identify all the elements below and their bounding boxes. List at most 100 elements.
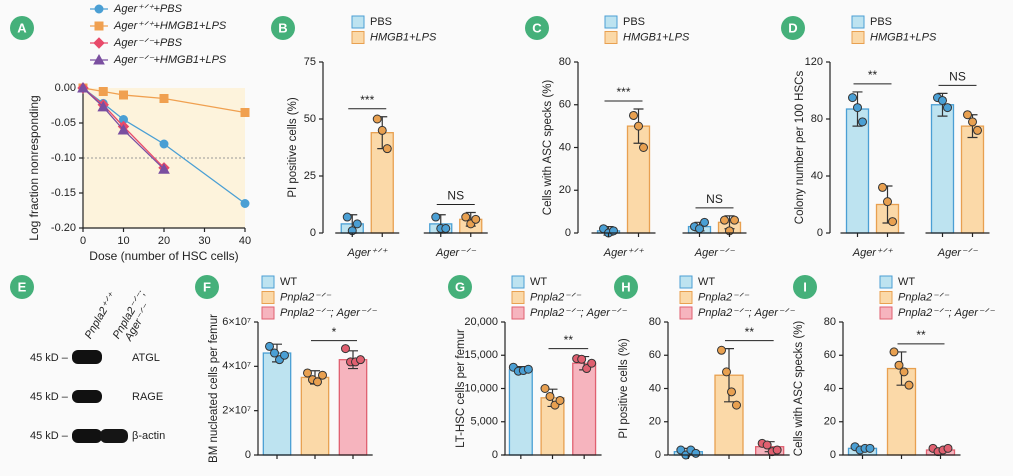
y-tick-label: 60 <box>559 99 571 111</box>
data-point <box>730 215 739 225</box>
protein: ATGL <box>132 352 160 364</box>
data-point <box>609 226 618 236</box>
mw-marker: 45 kD – <box>30 352 69 364</box>
panel-badge <box>793 275 817 299</box>
legend-label: Pnpla2⁻ᐟ⁻; Ager⁻ᐟ⁻ <box>530 307 627 319</box>
legend-swatch <box>879 275 893 289</box>
x-tick-label: Ager⁻ᐟ⁻ <box>694 247 736 259</box>
data-point <box>377 125 387 135</box>
y-tick-label: 40 <box>811 170 823 182</box>
marker <box>98 87 108 96</box>
legend-swatch <box>261 275 275 289</box>
panel-letter: A <box>17 20 27 35</box>
y-axis-label: Cells with ASC specks (%) <box>542 80 554 216</box>
data-point <box>540 384 550 393</box>
significance-label: * <box>332 325 337 339</box>
data-point <box>883 197 892 207</box>
data-point <box>545 391 555 401</box>
x-tick-label: 0 <box>80 235 86 247</box>
data-point <box>639 143 648 152</box>
data-point <box>523 364 533 374</box>
bar <box>930 104 955 234</box>
data-point <box>356 355 365 365</box>
y-tick-label: 60 <box>649 349 661 361</box>
bar <box>300 376 330 456</box>
significance-label: ** <box>745 325 755 339</box>
data-point <box>691 448 701 458</box>
data-point <box>732 400 741 410</box>
legend-swatch <box>879 291 893 304</box>
data-point <box>727 387 736 397</box>
legend-swatch <box>511 275 525 289</box>
data-point <box>471 214 481 224</box>
x-tick-label: Ager⁺ᐟ⁺ <box>603 247 645 259</box>
data-point <box>341 344 350 354</box>
x-tick-label: 20 <box>158 235 170 247</box>
y-tick-label: -0.05 <box>51 117 76 129</box>
legend-label: HMGB1+LPS <box>370 31 437 43</box>
x-tick-label: Ager⁺ᐟ⁺ <box>346 247 388 259</box>
y-tick-label: 40 <box>559 141 571 153</box>
y-tick-label: 0 <box>492 449 498 461</box>
data-point <box>973 125 982 135</box>
data-point <box>280 350 289 360</box>
x-tick-label: Ager⁻ᐟ⁻ <box>937 247 979 259</box>
legend-label: HMGB1+LPS <box>870 31 937 43</box>
legend-label: Ager⁺ᐟ⁺+PBS <box>113 3 183 15</box>
panel-badge <box>10 275 34 299</box>
legend-swatch <box>851 15 865 29</box>
legend-marker <box>93 37 105 49</box>
y-tick-label: 75 <box>304 56 316 68</box>
y-tick-label: 0 <box>565 227 571 239</box>
panel-letter: B <box>278 20 287 35</box>
panel-badge <box>781 16 805 40</box>
legend-label: Pnpla2⁻ᐟ⁻ <box>530 291 582 303</box>
protein: RAGE <box>132 391 163 403</box>
y-tick-label: 25 <box>304 170 316 182</box>
y-tick-label: 80 <box>649 316 661 328</box>
data-point <box>265 341 274 351</box>
bar <box>338 359 368 456</box>
data-point <box>717 345 726 355</box>
data-point <box>700 217 709 227</box>
data-point <box>938 95 947 105</box>
legend-swatch <box>879 306 893 320</box>
legend-label: Ager⁻ᐟ⁻+HMGB1+LPS <box>113 54 227 66</box>
legend-label: PBS <box>623 16 645 28</box>
panel-letter: H <box>621 279 630 294</box>
y-tick-label: -0.20 <box>51 222 76 234</box>
data-point <box>968 117 977 127</box>
significance-label: NS <box>706 192 723 206</box>
significance-label: ** <box>916 328 926 342</box>
legend-swatch <box>679 291 693 304</box>
bar <box>960 125 985 234</box>
y-axis-label: PI positive cells (%) <box>618 338 630 439</box>
x-tick-label: 30 <box>198 235 210 247</box>
significance-label: *** <box>360 93 374 107</box>
legend-label: Ager⁻ᐟ⁻+PBS <box>113 37 183 49</box>
marker <box>240 199 250 208</box>
legend-swatch <box>261 306 275 320</box>
x-tick-label: Ager⁺ᐟ⁺ <box>852 247 894 259</box>
data-point <box>441 223 451 233</box>
data-point <box>899 367 909 377</box>
marker <box>77 81 89 93</box>
legend-swatch <box>261 291 275 304</box>
y-tick-label: 60 <box>824 349 836 361</box>
data-point <box>629 110 638 120</box>
y-tick-label: 80 <box>559 56 571 68</box>
legend-swatch <box>351 31 365 44</box>
data-point <box>352 219 362 229</box>
significance-label: NS <box>447 189 464 203</box>
protein: β-actin <box>132 430 165 442</box>
data-point <box>318 370 327 380</box>
y-tick-label: 80 <box>824 316 836 328</box>
legend-label: Pnpla2⁻ᐟ⁻ <box>698 291 750 303</box>
axes <box>82 88 245 229</box>
y-axis-label: BM nucleated cells per femur <box>208 314 220 463</box>
panel-badge <box>195 275 219 299</box>
data-point <box>634 121 643 131</box>
legend-label: WT <box>698 276 715 288</box>
data-point <box>878 182 887 192</box>
legend-label: Pnpla2⁻ᐟ⁻; Ager⁻ᐟ⁻ <box>280 307 377 319</box>
